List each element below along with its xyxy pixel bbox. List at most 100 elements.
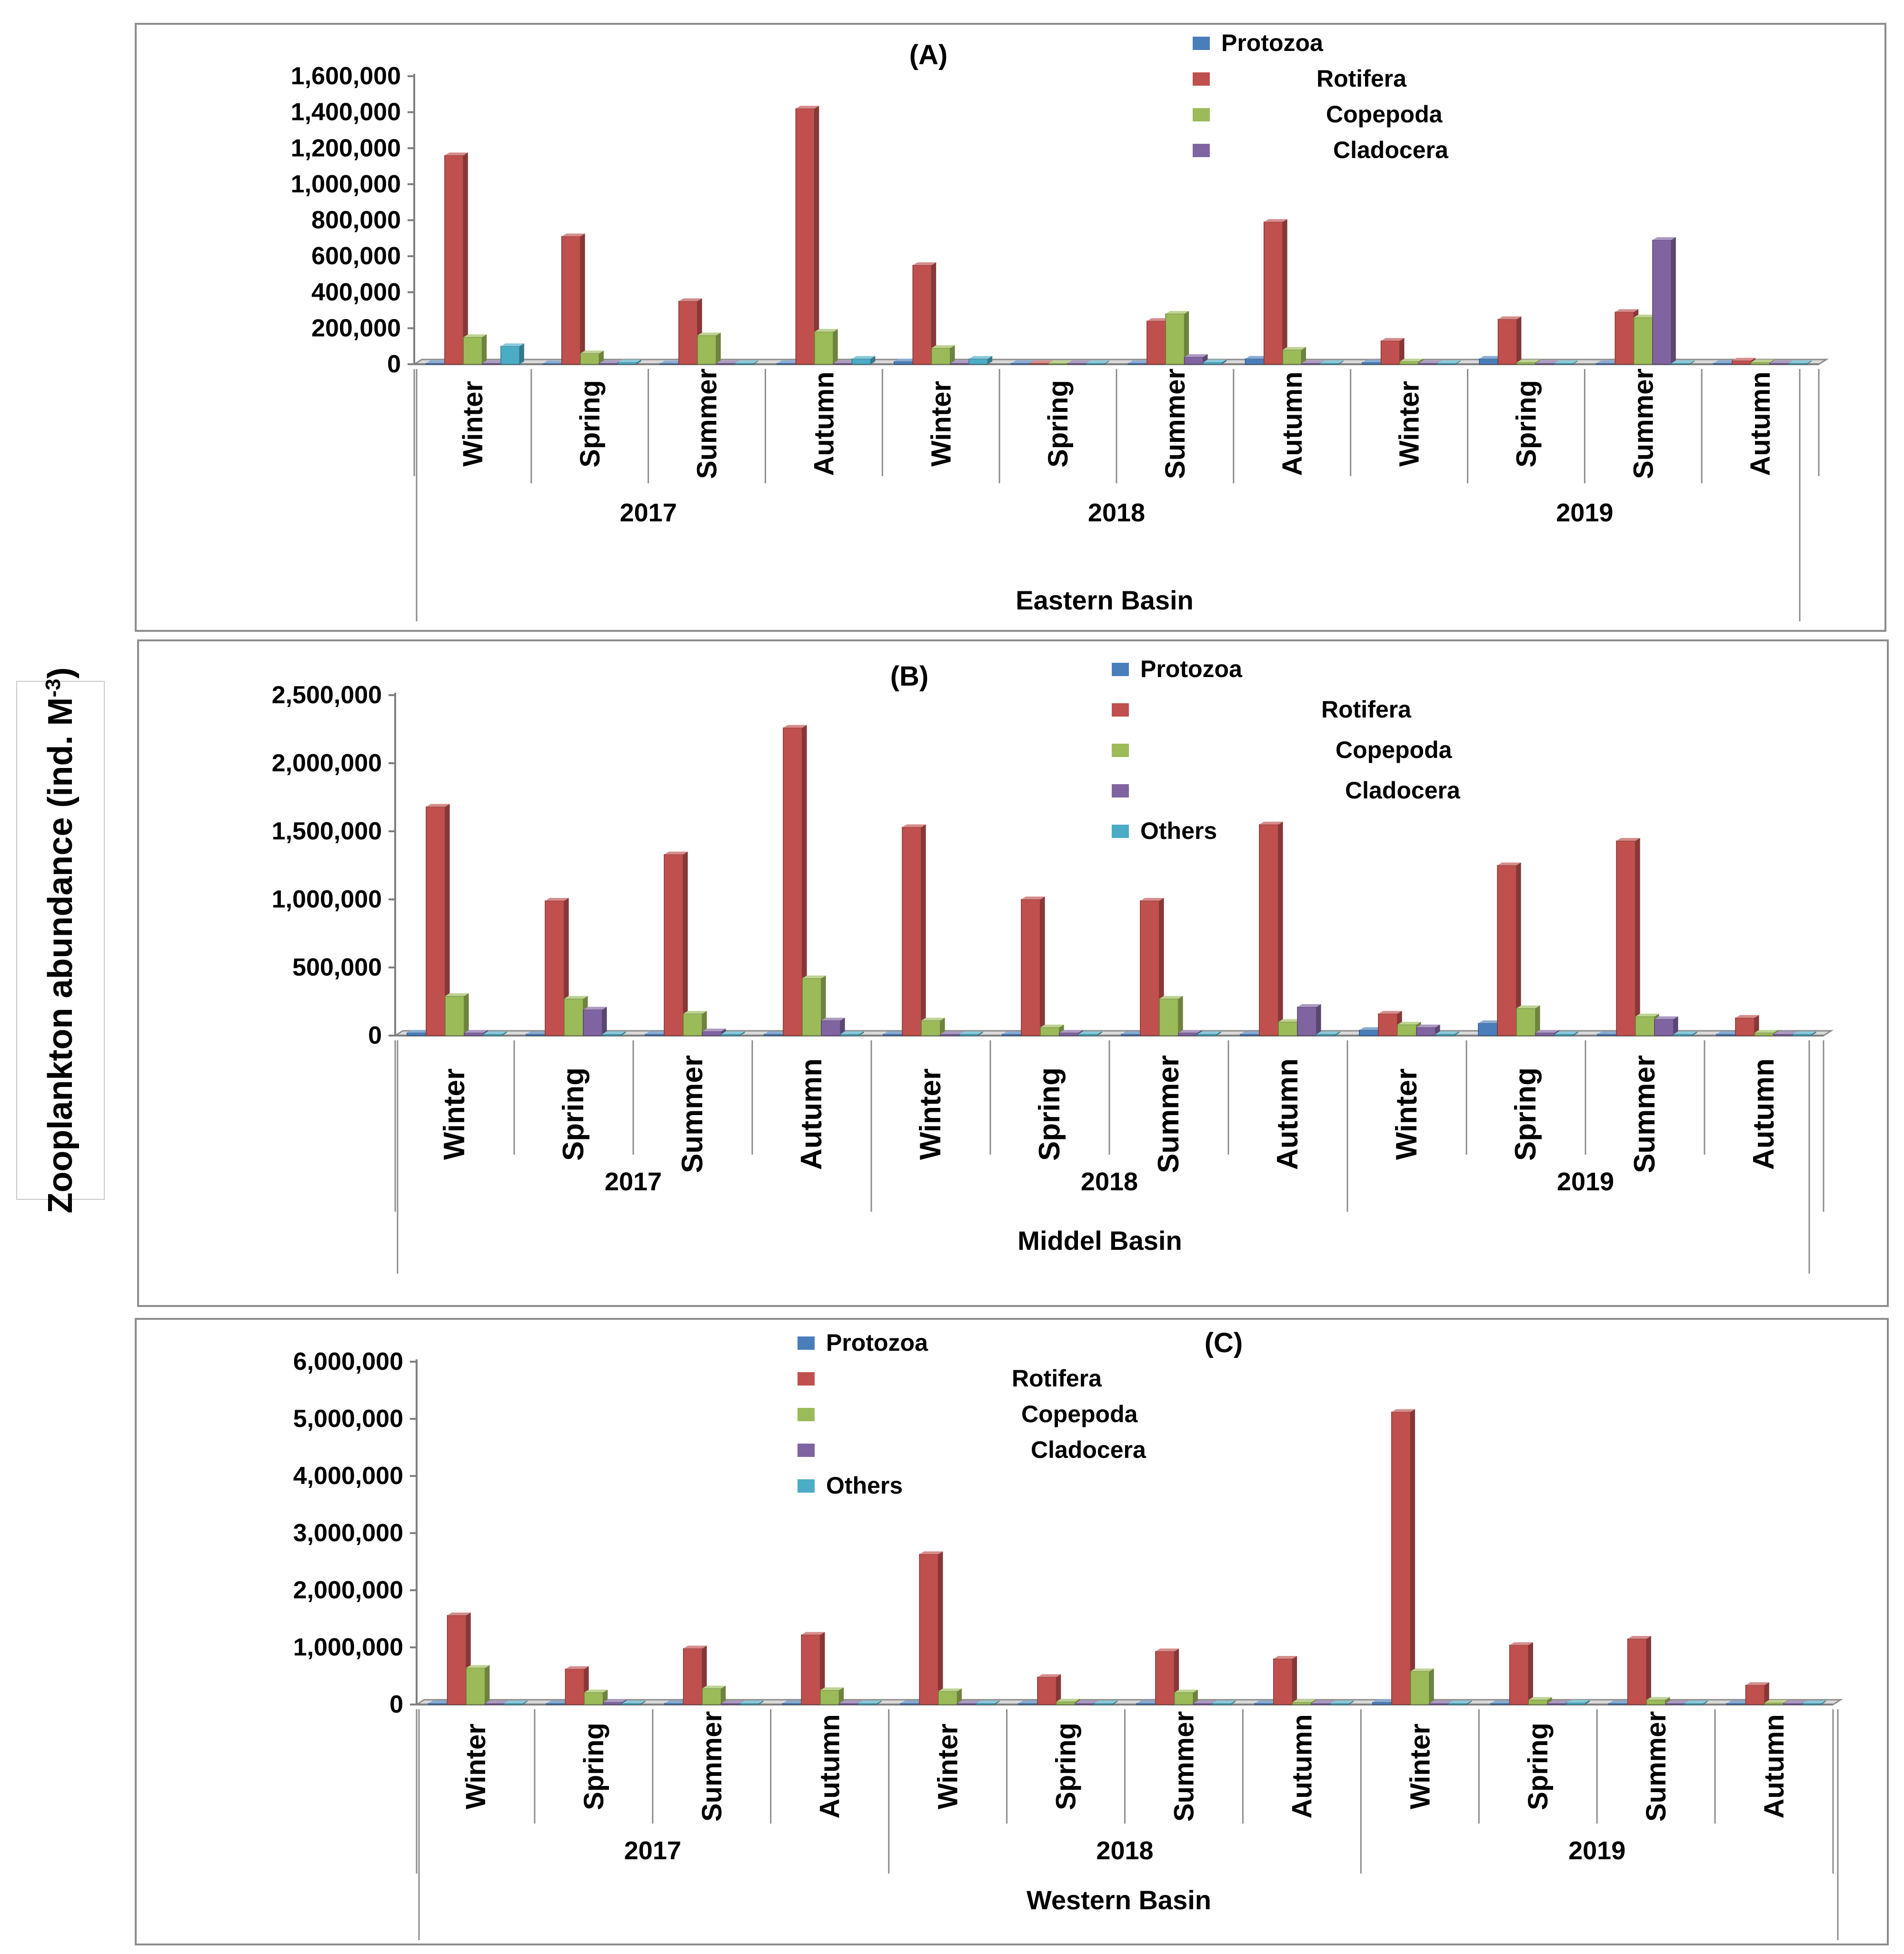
bar-side xyxy=(1429,1668,1434,1705)
bar-front xyxy=(1684,1703,1704,1705)
bar-front xyxy=(1380,340,1400,365)
bar-top xyxy=(1754,1030,1778,1033)
bar-top xyxy=(1259,821,1283,825)
bar-side xyxy=(1283,219,1287,364)
bar-front xyxy=(1554,363,1574,365)
bar-copepoda-spring-2 xyxy=(580,350,604,365)
legend-item-protozoa: Protozoa xyxy=(1112,656,1243,682)
legend-label: Protozoa xyxy=(826,1329,928,1356)
bar-top xyxy=(782,1700,806,1704)
category-label: Winter xyxy=(926,381,957,467)
bar-rotifera-autumn-4 xyxy=(783,725,807,1036)
bar-copepoda-winter-1 xyxy=(463,334,487,365)
y-axis-title-box: Zooplankton abundance (ind. M-3) xyxy=(16,667,105,1214)
bar-top xyxy=(1608,1700,1633,1704)
bar-side xyxy=(1690,360,1695,364)
bar-front xyxy=(407,1032,427,1036)
bar-others-summer-11 xyxy=(1684,1700,1708,1705)
bar-others-winter-1 xyxy=(483,1031,507,1036)
bar-top xyxy=(1330,1700,1354,1704)
bar-top xyxy=(1040,1024,1064,1027)
bar-top xyxy=(969,356,993,359)
category-label: Summer xyxy=(1168,1711,1199,1822)
bar-front xyxy=(645,1034,665,1036)
bar-top xyxy=(1479,356,1503,359)
bar-top xyxy=(444,152,468,156)
bar-others-winter-1 xyxy=(500,343,524,365)
bar-top xyxy=(1037,1674,1061,1677)
bar-rotifera-autumn-4 xyxy=(801,1632,825,1705)
bar-top xyxy=(1491,1700,1515,1704)
bar-copepoda-spring-10 xyxy=(1528,1697,1552,1705)
bar-others-autumn-12 xyxy=(1802,1700,1826,1705)
bar-top xyxy=(1166,311,1189,314)
bar-others-winter-1 xyxy=(503,1700,528,1705)
bar-top xyxy=(702,1685,726,1689)
bar-cladocera-summer-7 xyxy=(1184,354,1208,365)
bar-front xyxy=(664,1703,684,1705)
bar-side xyxy=(740,1031,745,1036)
bar-front xyxy=(1178,1032,1198,1036)
bar-top xyxy=(814,329,838,332)
bar-rotifera-summer-3 xyxy=(664,851,688,1036)
bar-side xyxy=(641,1700,646,1705)
bar-copepoda-summer-7 xyxy=(1165,311,1189,365)
legend-item-copepoda: Copepoda xyxy=(1112,737,1453,763)
bar-top xyxy=(1597,1031,1621,1035)
bar-top xyxy=(1535,360,1559,364)
bar-side xyxy=(519,343,524,364)
bar-top xyxy=(1067,360,1091,364)
bar-top xyxy=(1615,309,1639,312)
bar-front xyxy=(1435,1034,1455,1036)
bar-top xyxy=(1140,897,1164,901)
bar-rotifera-autumn-8 xyxy=(1264,219,1287,365)
bar-front xyxy=(900,1703,920,1705)
bar-others-spring-10 xyxy=(1554,1031,1578,1036)
bar-others-spring-6 xyxy=(1094,1700,1118,1705)
bar-side xyxy=(1301,347,1306,364)
legend-swatch xyxy=(797,1372,815,1386)
bar-top xyxy=(1128,360,1152,364)
year-label: 2018 xyxy=(1088,498,1145,527)
bar-front xyxy=(716,363,736,365)
bar-top xyxy=(1774,1031,1797,1035)
legend-label: Copepoda xyxy=(1326,101,1443,128)
bar-front xyxy=(542,363,562,365)
bar-front xyxy=(426,806,446,1036)
bar-side xyxy=(523,1700,528,1705)
legend-swatch xyxy=(797,1336,815,1350)
bar-front xyxy=(883,1034,903,1036)
category-label: Autumn xyxy=(1747,1058,1780,1170)
bar-top xyxy=(1716,1031,1740,1035)
legend-swatch xyxy=(1193,108,1210,121)
chart-panel-a: 0 200,000 400,000 600,000 800,000 1,000,000 1,… xyxy=(135,23,1886,632)
bar-front xyxy=(820,1690,840,1705)
bar-top xyxy=(821,1017,845,1021)
bar-top xyxy=(482,360,506,364)
bar-top xyxy=(1094,1700,1118,1704)
legend-label: Protozoa xyxy=(1140,656,1243,682)
bar-top xyxy=(564,996,588,999)
bar-side xyxy=(683,851,688,1036)
bar-others-autumn-8 xyxy=(1320,360,1344,365)
bar-front xyxy=(1067,363,1087,365)
bar-top xyxy=(1802,1700,1826,1704)
bar-side xyxy=(1292,1656,1297,1705)
bar-rotifera-winter-5 xyxy=(902,824,926,1036)
bar-front xyxy=(1056,1701,1076,1705)
bar-top xyxy=(802,975,826,978)
bar-side xyxy=(870,356,876,364)
bar-front xyxy=(1330,1703,1350,1705)
bar-front xyxy=(1297,1007,1317,1036)
bar-top xyxy=(1783,1700,1807,1704)
bar-front xyxy=(1478,1023,1498,1036)
bar-front xyxy=(1140,900,1160,1036)
bar-front xyxy=(1136,1703,1156,1705)
legend-label: Rotifera xyxy=(1316,65,1407,92)
bar-side xyxy=(599,350,604,364)
x-axis-title: Western Basin xyxy=(1027,1885,1211,1915)
bar-copepoda-autumn-4 xyxy=(814,329,838,365)
bar-front xyxy=(1436,363,1456,365)
bar-top xyxy=(1745,1682,1769,1685)
